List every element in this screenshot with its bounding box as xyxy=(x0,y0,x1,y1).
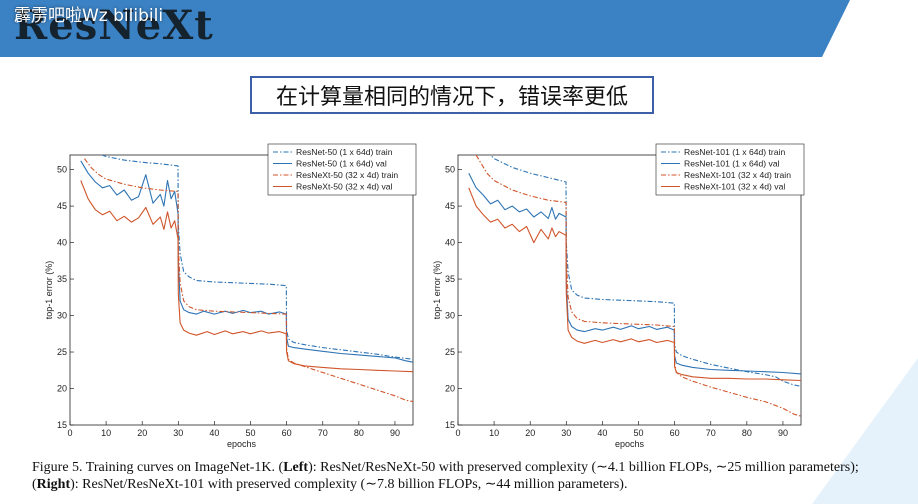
x-tick-label: 90 xyxy=(390,428,400,438)
series-line-3 xyxy=(468,187,801,382)
series-line-0 xyxy=(100,155,413,360)
y-tick-label: 35 xyxy=(445,274,455,284)
caption-suffix: ): ResNet/ResNeXt-101 with preserved com… xyxy=(70,477,628,492)
y-tick-label: 15 xyxy=(445,420,455,430)
x-tick-label: 0 xyxy=(67,428,72,438)
legend-box xyxy=(267,143,417,196)
y-tick-label: 40 xyxy=(445,238,455,248)
x-tick-label: 10 xyxy=(489,428,499,438)
legend-entry: ResNeXt-50 (32 x 4d) train xyxy=(296,170,398,180)
series-line-2 xyxy=(83,158,413,403)
x-tick-label: 30 xyxy=(173,428,183,438)
y-axis-label: top-1 error (%) xyxy=(44,261,54,320)
y-tick-label: 30 xyxy=(445,311,455,321)
subtitle-box: 在计算量相同的情况下，错误率更低 xyxy=(250,76,654,114)
series-lines xyxy=(80,155,413,403)
legend-entry: ResNet-50 (1 x 64d) val xyxy=(296,159,387,169)
x-tick-label: 10 xyxy=(101,428,111,438)
y-tick-label: 35 xyxy=(57,274,67,284)
series-line-3 xyxy=(80,180,413,373)
legend-entry: ResNeXt-101 (32 x 4d) train xyxy=(684,170,791,180)
x-axis-label: epochs xyxy=(227,439,257,449)
watermark: 霹雳吧啦Wz bilibili xyxy=(14,6,164,26)
y-tick-label: 50 xyxy=(57,165,67,175)
legend-entry: ResNet-101 (1 x 64d) train xyxy=(684,147,785,157)
x-tick-label: 0 xyxy=(455,428,460,438)
plot-area xyxy=(457,154,802,426)
x-tick-label: 50 xyxy=(634,428,644,438)
chart-left: 0 10 20 30 40 50 60 70 80 901520253035404550epoch… xyxy=(44,143,417,449)
plot-area xyxy=(69,154,414,426)
y-tick-label: 15 xyxy=(57,420,67,430)
y-tick-label: 25 xyxy=(445,347,455,357)
figure-caption: Figure 5. Training curves on ImageNet-1K… xyxy=(32,459,892,493)
legend-box xyxy=(655,143,805,196)
legend-entry: ResNeXt-101 (32 x 4d) val xyxy=(684,182,785,192)
legend-entry: ResNeXt-50 (32 x 4d) val xyxy=(296,182,393,192)
x-tick-label: 30 xyxy=(561,428,571,438)
x-tick-label: 40 xyxy=(209,428,219,438)
x-tick-label: 90 xyxy=(778,428,788,438)
x-tick-label: 60 xyxy=(282,428,292,438)
y-tick-label: 40 xyxy=(57,238,67,248)
x-tick-label: 80 xyxy=(354,428,364,438)
y-tick-label: 25 xyxy=(57,347,67,357)
caption-left-bold: Left xyxy=(283,460,309,475)
y-tick-label: 45 xyxy=(445,201,455,211)
y-tick-label: 20 xyxy=(57,384,67,394)
x-tick-label: 50 xyxy=(246,428,256,438)
x-axis-label: epochs xyxy=(615,439,645,449)
y-tick-label: 45 xyxy=(57,201,67,211)
x-tick-label: 80 xyxy=(742,428,752,438)
x-tick-label: 20 xyxy=(137,428,147,438)
x-tick-label: 70 xyxy=(318,428,328,438)
slide-title: ResNeXt xyxy=(14,2,214,49)
header-banner xyxy=(0,0,850,57)
chart-right: 0 10 20 30 40 50 60 70 80 901520253035404550epoch… xyxy=(432,143,805,449)
x-tick-label: 70 xyxy=(706,428,716,438)
caption-right-bold: Right xyxy=(36,477,71,492)
y-tick-label: 20 xyxy=(445,384,455,394)
y-tick-label: 50 xyxy=(445,165,455,175)
series-line-0 xyxy=(489,155,801,387)
y-axis-label: top-1 error (%) xyxy=(432,261,442,320)
legend-entry: ResNet-101 (1 x 64d) val xyxy=(684,159,780,169)
series-line-1 xyxy=(80,160,413,363)
legend-entry: ResNet-50 (1 x 64d) train xyxy=(296,147,393,157)
x-tick-label: 40 xyxy=(597,428,607,438)
caption-middle: ): ResNet/ResNeXt-50 with preserved comp… xyxy=(32,460,859,492)
caption-prefix: Figure 5. Training curves on ImageNet-1K… xyxy=(32,460,284,475)
y-tick-label: 30 xyxy=(57,311,67,321)
x-tick-label: 60 xyxy=(670,428,680,438)
series-line-1 xyxy=(468,172,801,375)
series-lines xyxy=(468,155,801,417)
x-tick-label: 20 xyxy=(525,428,535,438)
